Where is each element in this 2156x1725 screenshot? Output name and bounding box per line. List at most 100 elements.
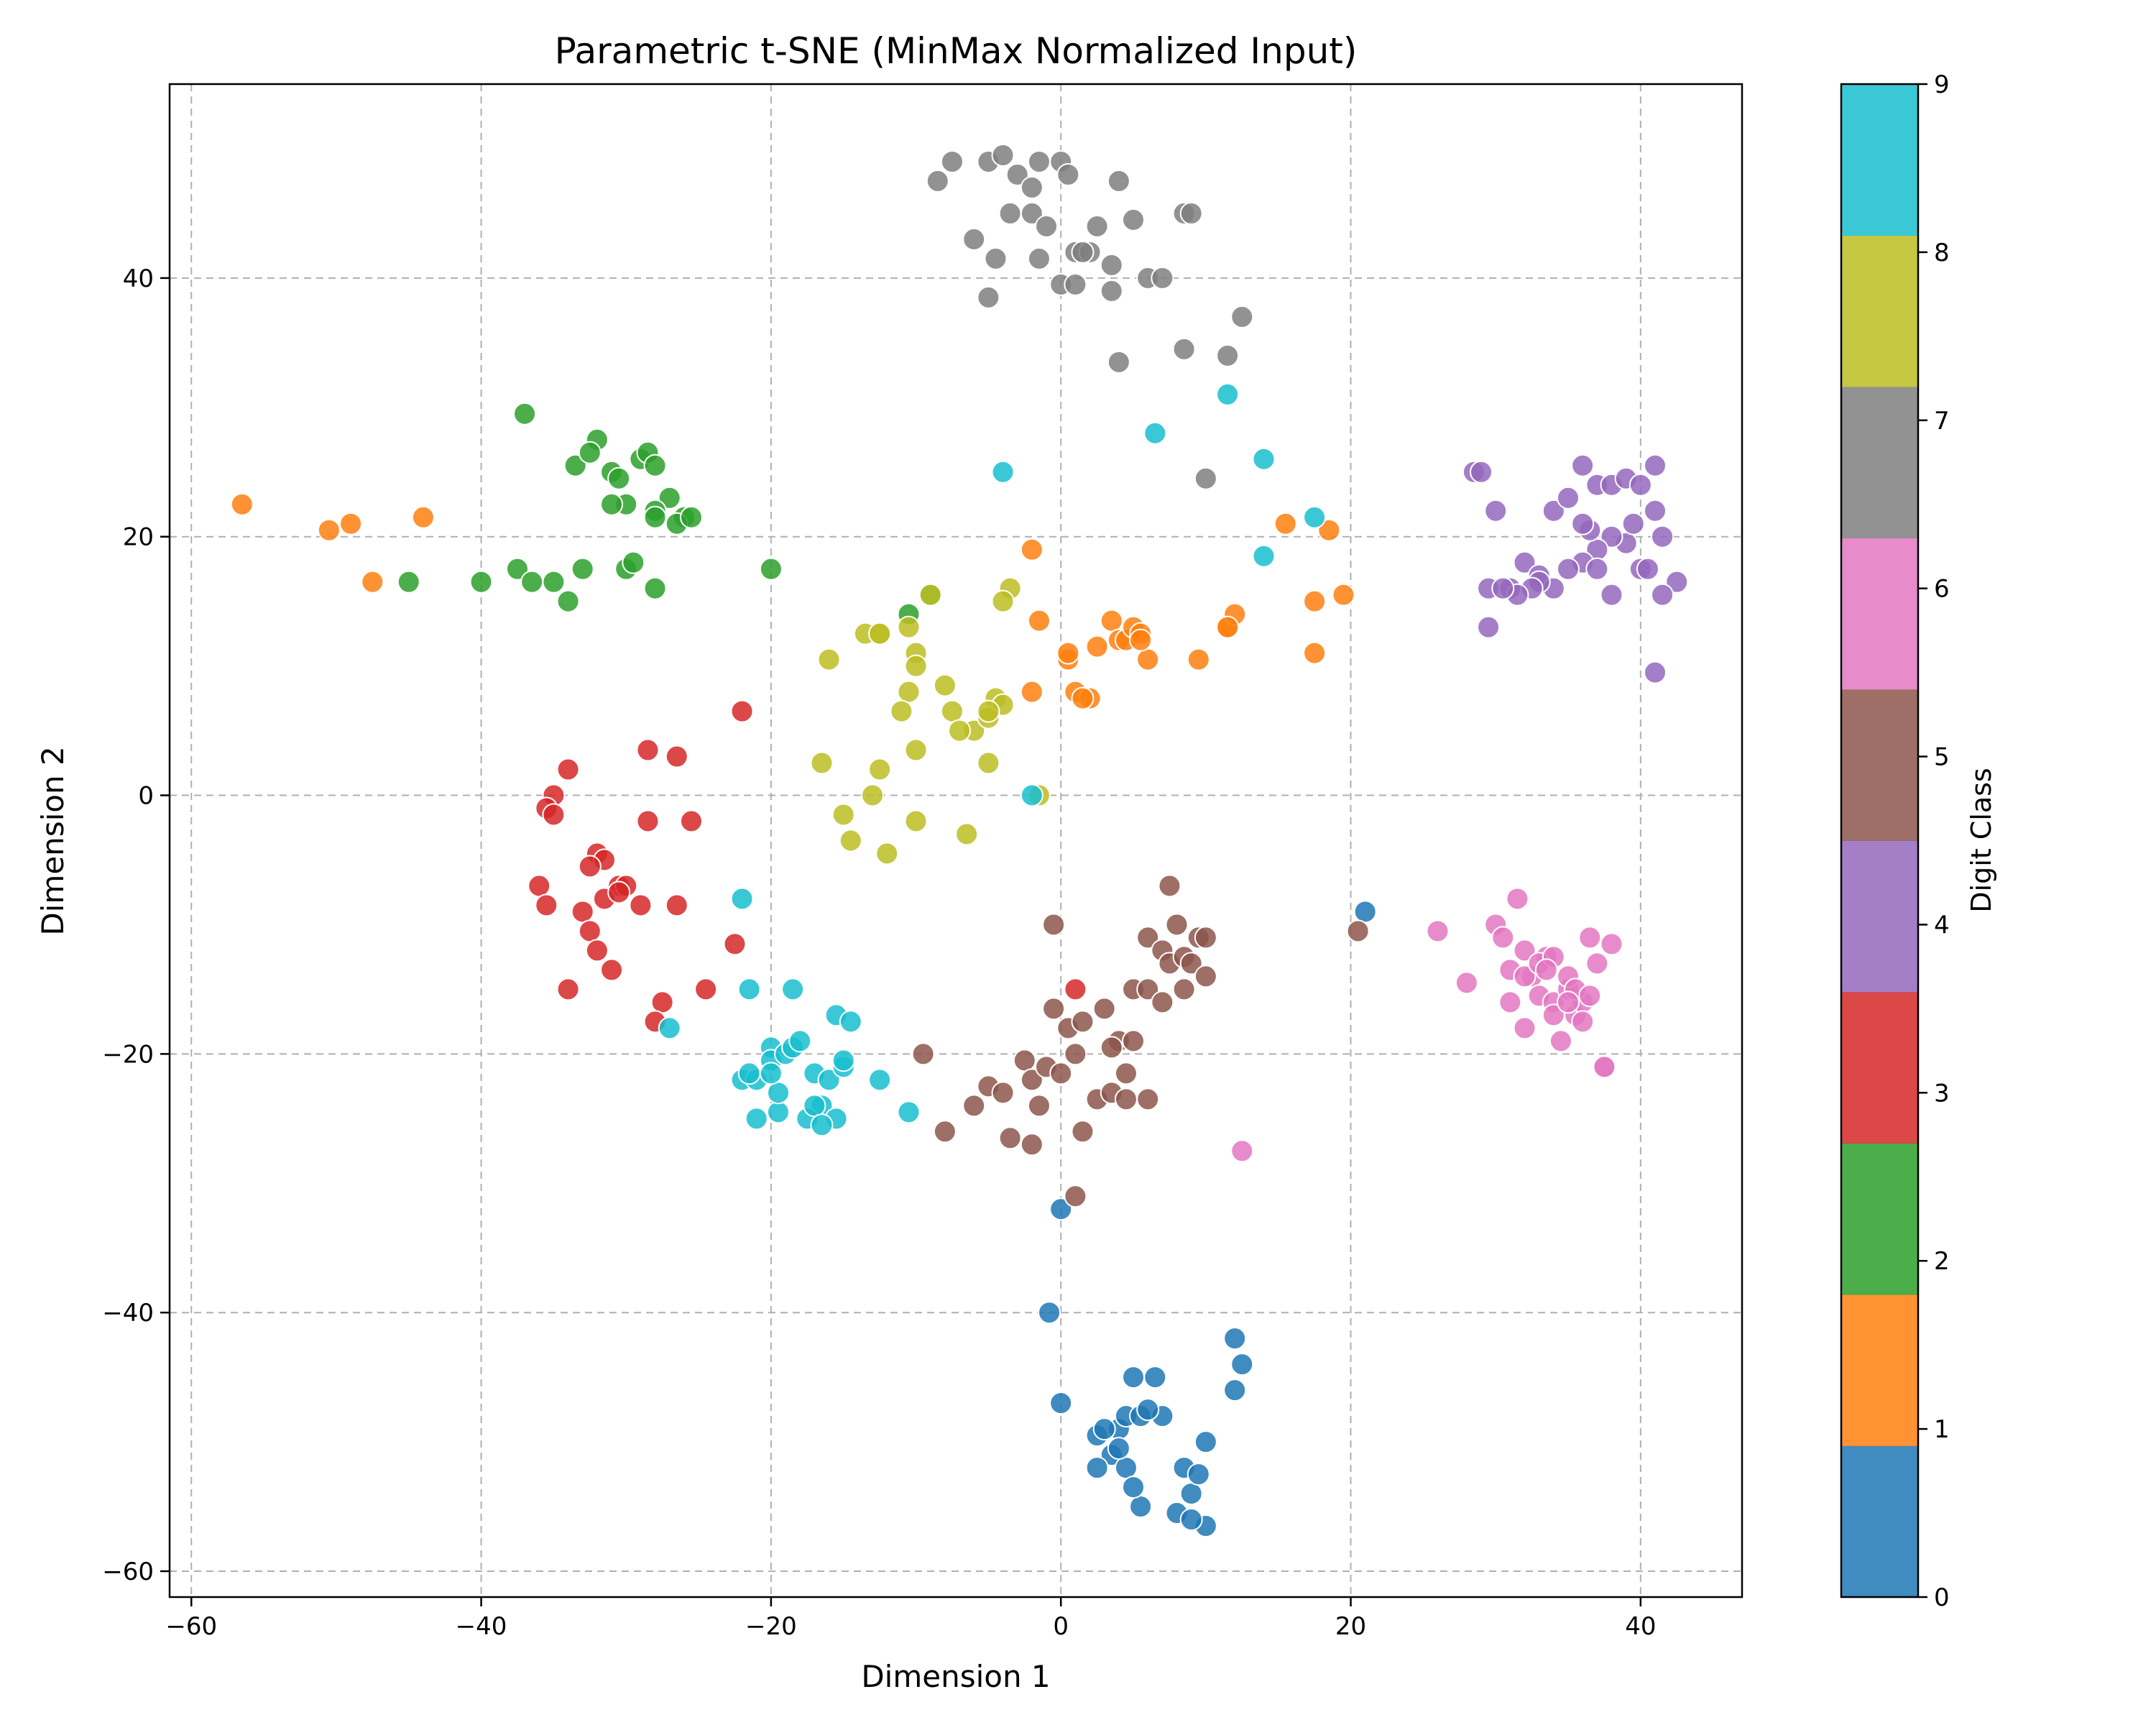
data-point-class-9 <box>817 1068 841 1092</box>
data-point-class-1 <box>1027 609 1051 632</box>
data-point-class-5 <box>1172 978 1196 1001</box>
data-point-class-9 <box>1303 505 1327 529</box>
colorbar: 0 1 2 3 4 5 6 7 8 9 <box>1840 70 1950 1612</box>
data-point-class-6 <box>1600 932 1623 956</box>
data-point-class-1 <box>1071 686 1095 710</box>
data-point-class-4 <box>1557 486 1580 510</box>
data-point-class-9 <box>1020 783 1044 807</box>
axes: −60 −40 −20 0 20 40 −60 −40 −20 0 20 40 <box>102 264 1656 1641</box>
data-point-class-9 <box>737 1062 761 1085</box>
data-point-class-7 <box>1071 240 1095 264</box>
data-point-class-5 <box>1194 926 1217 949</box>
data-point-class-5 <box>911 1042 935 1066</box>
data-point-class-8 <box>977 699 1000 723</box>
data-point-class-3 <box>578 919 602 943</box>
data-point-class-1 <box>411 505 435 529</box>
data-point-class-2 <box>542 570 566 594</box>
data-point-class-7 <box>1216 344 1240 367</box>
data-point-class-4 <box>1557 557 1580 581</box>
data-point-class-4 <box>1513 551 1537 574</box>
data-point-class-1 <box>1129 628 1153 652</box>
data-point-class-6 <box>1557 990 1580 1014</box>
data-point-class-7 <box>1085 214 1109 238</box>
y-tick-label: −40 <box>102 1299 154 1328</box>
data-point-class-1 <box>1303 589 1327 613</box>
data-point-class-5 <box>1114 1062 1138 1085</box>
y-tick-label: −60 <box>102 1558 154 1586</box>
colorbar-segment <box>1841 235 1918 387</box>
data-point-class-9 <box>1252 447 1276 471</box>
data-point-class-5 <box>1042 997 1066 1021</box>
y-tick-label: 40 <box>123 264 154 293</box>
data-point-class-5 <box>991 1081 1015 1105</box>
data-point-class-4 <box>1644 499 1667 523</box>
data-point-class-6 <box>1455 971 1478 995</box>
data-point-class-5 <box>1042 913 1066 937</box>
data-point-class-6 <box>1513 965 1537 988</box>
data-point-class-2 <box>556 589 580 613</box>
data-point-class-9 <box>1216 382 1240 406</box>
chart-title: Parametric t-SNE (MinMax Normalized Inpu… <box>555 30 1358 72</box>
data-point-class-7 <box>1020 201 1044 225</box>
data-point-class-5 <box>1049 1062 1073 1085</box>
data-point-class-0 <box>1223 1327 1247 1351</box>
data-point-class-2 <box>469 570 493 594</box>
data-point-class-5 <box>1020 1068 1044 1092</box>
data-point-class-7 <box>1179 201 1203 225</box>
data-point-class-0 <box>1129 1495 1153 1519</box>
data-point-class-9 <box>759 1062 783 1085</box>
data-point-class-7 <box>1194 466 1217 490</box>
series-class-9 <box>658 382 1327 1137</box>
colorbar-tick-label: 0 <box>1934 1583 1950 1612</box>
data-point-class-7 <box>1005 162 1029 186</box>
data-point-class-3 <box>578 855 602 878</box>
data-point-class-4 <box>1571 454 1595 477</box>
data-point-class-0 <box>1049 1392 1073 1415</box>
data-point-class-8 <box>868 758 892 781</box>
data-point-class-3 <box>600 958 624 982</box>
data-point-class-7 <box>1107 350 1130 374</box>
data-point-class-5 <box>1020 1133 1044 1156</box>
data-point-class-6 <box>1498 990 1522 1014</box>
data-point-class-5 <box>1100 1036 1123 1059</box>
data-point-class-4 <box>1477 615 1501 639</box>
data-point-class-3 <box>665 745 688 768</box>
data-point-class-3 <box>650 990 674 1014</box>
data-point-class-6 <box>1426 919 1450 943</box>
series-class-8 <box>810 576 1051 865</box>
data-point-class-0 <box>1353 900 1377 924</box>
data-point-class-7 <box>1151 266 1174 290</box>
y-tick-label: −20 <box>102 1040 154 1069</box>
data-point-class-4 <box>1484 499 1508 523</box>
colorbar-tick-label: 1 <box>1934 1415 1950 1444</box>
data-point-class-4 <box>1651 583 1674 607</box>
x-axis-label: Dimension 1 <box>861 1659 1050 1694</box>
data-point-class-8 <box>904 654 928 678</box>
data-point-class-1 <box>1100 609 1123 632</box>
colorbar-segment <box>1841 84 1918 236</box>
data-point-class-1 <box>1056 641 1080 665</box>
data-point-class-3 <box>629 893 653 917</box>
data-point-class-8 <box>839 829 862 852</box>
data-point-class-6 <box>1585 952 1609 975</box>
data-point-class-7 <box>1122 208 1146 231</box>
data-points <box>230 143 1689 1538</box>
data-point-class-0 <box>1085 1456 1109 1480</box>
data-point-class-6 <box>1506 887 1529 911</box>
data-point-class-5 <box>1027 1094 1051 1118</box>
data-point-class-2 <box>520 570 544 594</box>
y-tick-label: 0 <box>138 782 154 811</box>
data-point-class-8 <box>948 719 972 742</box>
data-point-class-9 <box>737 978 761 1001</box>
data-point-class-8 <box>890 699 913 723</box>
data-point-class-3 <box>636 738 660 762</box>
data-point-class-7 <box>977 285 1000 309</box>
data-point-class-4 <box>1651 525 1674 548</box>
data-point-class-7 <box>1100 279 1123 303</box>
data-point-class-0 <box>1122 1476 1146 1499</box>
data-point-class-2 <box>578 441 602 464</box>
series-class-2 <box>397 402 942 626</box>
data-point-class-9 <box>831 1049 855 1072</box>
series-class-3 <box>528 699 1087 1034</box>
data-point-class-5 <box>1136 1087 1160 1111</box>
